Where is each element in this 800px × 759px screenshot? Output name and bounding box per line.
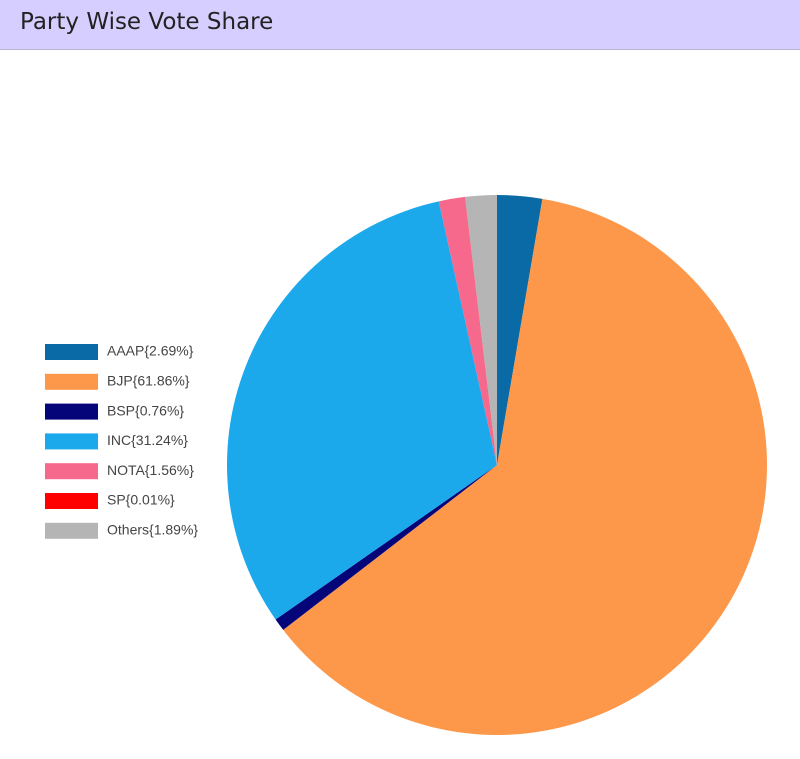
- legend-swatch: [45, 373, 98, 390]
- legend-swatch: [45, 493, 98, 509]
- pie-slice: [464, 196, 497, 465]
- pie-slice: [497, 195, 543, 465]
- legend-label: AAAP{2.69%}: [107, 343, 194, 359]
- header: Party Wise Vote Share: [0, 0, 800, 50]
- legend-label: Others{1.89%}: [107, 522, 198, 538]
- legend-label: BSP{0.76%}: [107, 402, 184, 418]
- chart: AAAP{2.69%} BJP{61.86%} BSP{0.76%} INC{31.2…: [45, 195, 767, 735]
- legend-label: BJP{61.86%}: [107, 373, 190, 389]
- legend-swatch: [45, 463, 98, 480]
- pie-slice: [275, 465, 497, 630]
- pie-slice: [438, 196, 497, 465]
- legend-swatch: [45, 522, 98, 539]
- legend-label: INC{31.24%}: [107, 432, 188, 448]
- pie-slice: [283, 198, 767, 735]
- legend-label: NOTA{1.56%}: [107, 462, 194, 478]
- legend-label: SP{0.01%}: [107, 492, 175, 508]
- legend-swatch: [45, 433, 98, 450]
- pie-slice: [226, 201, 497, 620]
- legend-swatch: [45, 344, 98, 360]
- chart-title: Party Wise Vote Share: [20, 9, 274, 35]
- pie-slice: [465, 195, 497, 465]
- legend-swatch: [45, 403, 98, 420]
